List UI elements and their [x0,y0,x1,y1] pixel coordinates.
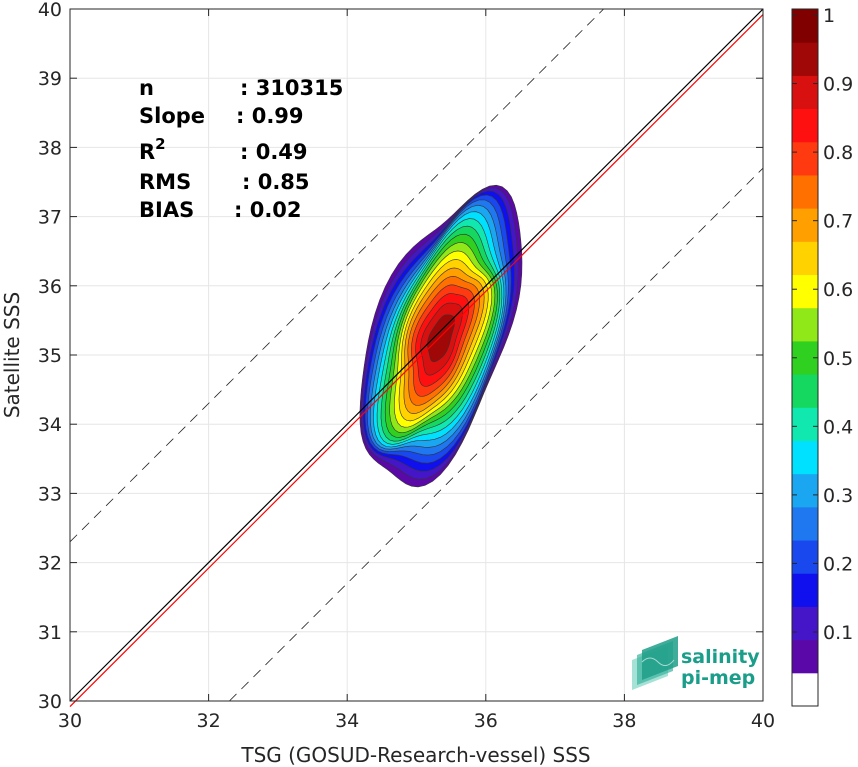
x-tick-label-3: 36 [474,710,498,732]
logo-wave-icon [632,636,678,690]
line-identity [69,8,764,702]
y-axis-label: Satellite SSS [0,292,24,418]
colorbar-tick-label-3: 0.4 [823,416,853,438]
salinity-pi-mep-logo: salinity pi-mep [632,636,760,690]
stat-value-1: : 0.99 [236,104,304,128]
colorbar-segment-18 [792,75,818,110]
y-tick-label-9: 39 [38,68,62,90]
colorbar-segment-7 [792,440,818,475]
x-tick-label-5: 40 [751,710,775,732]
colorbar-segment-14 [792,208,818,242]
colorbar-tick-label-6: 0.7 [823,211,853,233]
y-tick-label-7: 37 [38,207,62,229]
x-tick-label-4: 38 [612,710,636,732]
colorbar-segment-15 [792,174,818,209]
stat-label-3: RMS [139,170,191,194]
colorbar-segment-11 [792,307,818,342]
stat-value-4: : 0.02 [234,198,302,222]
stat-label-superscript: 2 [155,135,165,153]
colorbar-segment-3 [792,573,818,607]
y-tick-label-8: 38 [38,137,62,159]
colorbar-segment-8 [792,407,818,441]
colorbar-tick-label-4: 0.5 [823,348,853,370]
y-tick-label-4: 34 [38,414,62,436]
logo-line2: pi-mep [681,667,755,689]
stat-label-1: Slope [139,104,205,128]
colorbar-tick-label-2: 0.3 [823,485,853,507]
colorbar-segment-20 [792,9,818,43]
colorbar [791,8,819,707]
y-tick-label-5: 35 [38,345,62,367]
colorbar-segment-0 [792,672,818,707]
x-tick-label-0: 30 [58,710,82,732]
y-tick-label-0: 30 [38,691,62,713]
colorbar-tick-label-9: 1 [823,5,835,27]
line-upper-bound [69,8,604,543]
stat-label-0: n [139,76,154,100]
colorbar-segment-2 [792,606,818,641]
x-axis-ticks: 30 32 34 36 38 40 [58,9,775,732]
colorbar-segment-9 [792,374,818,408]
contour-level-18 [427,314,455,362]
x-axis-label: TSG (GOSUD-Research-vessel) SSS [240,743,590,767]
colorbar-segment-6 [792,473,818,508]
stat-value-0: : 310315 [240,76,343,100]
colorbar-segment-1 [792,639,818,674]
colorbar-tick-label-1: 0.2 [823,553,853,575]
x-tick-label-1: 32 [197,710,221,732]
y-tick-label-2: 32 [38,553,62,575]
colorbar-segment-13 [792,241,818,276]
colorbar-tick-label-8: 0.9 [823,74,853,96]
stat-value-2: : 0.49 [240,140,308,164]
stat-label-4: BIAS [139,198,194,222]
y-tick-label-1: 31 [38,622,62,644]
logo-line1: salinity [681,646,760,668]
y-tick-label-10: 40 [38,0,62,21]
colorbar-segment-12 [792,274,818,309]
colorbar-tick-label-5: 0.6 [823,279,853,301]
colorbar-ticks: 0.1 0.2 0.3 0.4 0.5 0.6 0.7 0.8 0.9 1 [792,5,853,644]
colorbar-segment-5 [792,506,818,541]
y-tick-label-3: 33 [38,483,62,505]
colorbar-tick-label-0: 0.1 [823,622,853,644]
stat-value-3: : 0.85 [242,170,310,194]
line-regression [69,14,764,707]
colorbar-segment-19 [792,42,818,76]
colorbar-segment-4 [792,540,818,574]
y-axis-ticks: 30 31 32 33 34 35 36 37 38 39 40 [38,0,763,713]
line-lower-bound [229,167,764,702]
colorbar-tick-label-7: 0.8 [823,142,853,164]
colorbar-segment-16 [792,141,818,176]
reference-lines [69,8,764,707]
colorbar-segment-17 [792,108,818,143]
x-tick-label-2: 34 [335,710,359,732]
y-tick-label-6: 36 [38,276,62,298]
